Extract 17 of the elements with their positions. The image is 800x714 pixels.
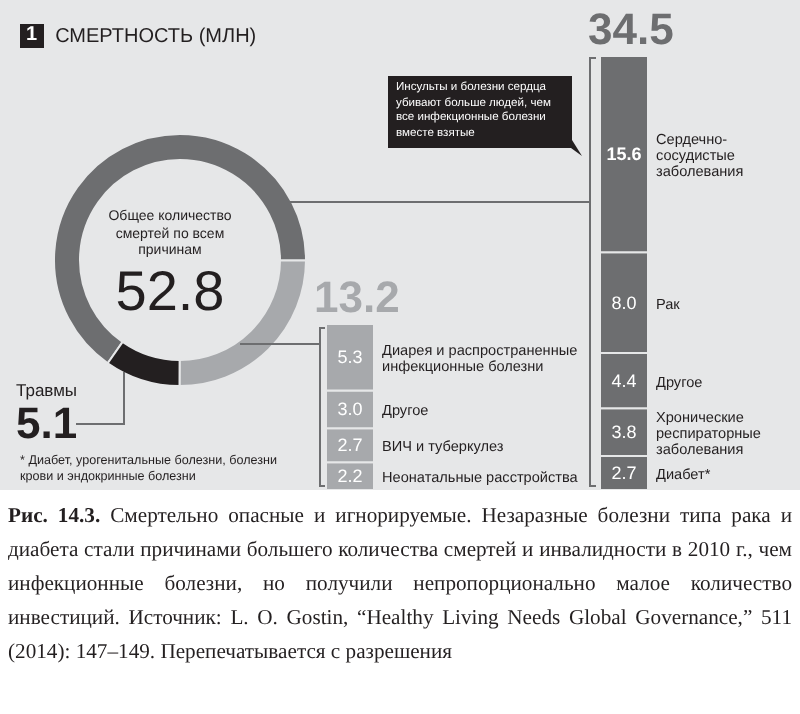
text: 1 <box>20 24 44 48</box>
data-label: 3.0 <box>337 399 363 420</box>
data-label: 2.7 <box>611 463 637 484</box>
data-label: 5.1 <box>16 398 78 448</box>
text: Рис. 14.3. Смертельно опасные и игнорируемые. Незаразные болезни типа рака и диабета стали причинами большего количества смертей и инвалидности в 2010 г., чем инфекционные болезни, но получили непропорционально малое количество инвестиций. Источник: L. O. Gostin, “Healthy Living Needs Global Governance,” 511 (2014): 147–149. Перепечатывается с разрешения <box>8 504 792 668</box>
data-label: 2.7 <box>337 435 363 456</box>
data-label: 5.3 <box>337 347 363 368</box>
text: 52.8 <box>113 259 227 321</box>
slice-label: Травмы <box>16 380 78 400</box>
total-label: 13.2 <box>314 271 400 322</box>
data-label: 4.4 <box>611 370 637 391</box>
data-label: 2.2 <box>337 466 363 487</box>
data-label: 3.8 <box>611 422 637 443</box>
chart-title: СМЕРТНОСТЬ (МЛН) <box>55 25 257 47</box>
total-label: 34.5 <box>588 4 674 54</box>
data-label: 8.0 <box>611 292 637 313</box>
data-label: 15.6 <box>606 144 642 165</box>
